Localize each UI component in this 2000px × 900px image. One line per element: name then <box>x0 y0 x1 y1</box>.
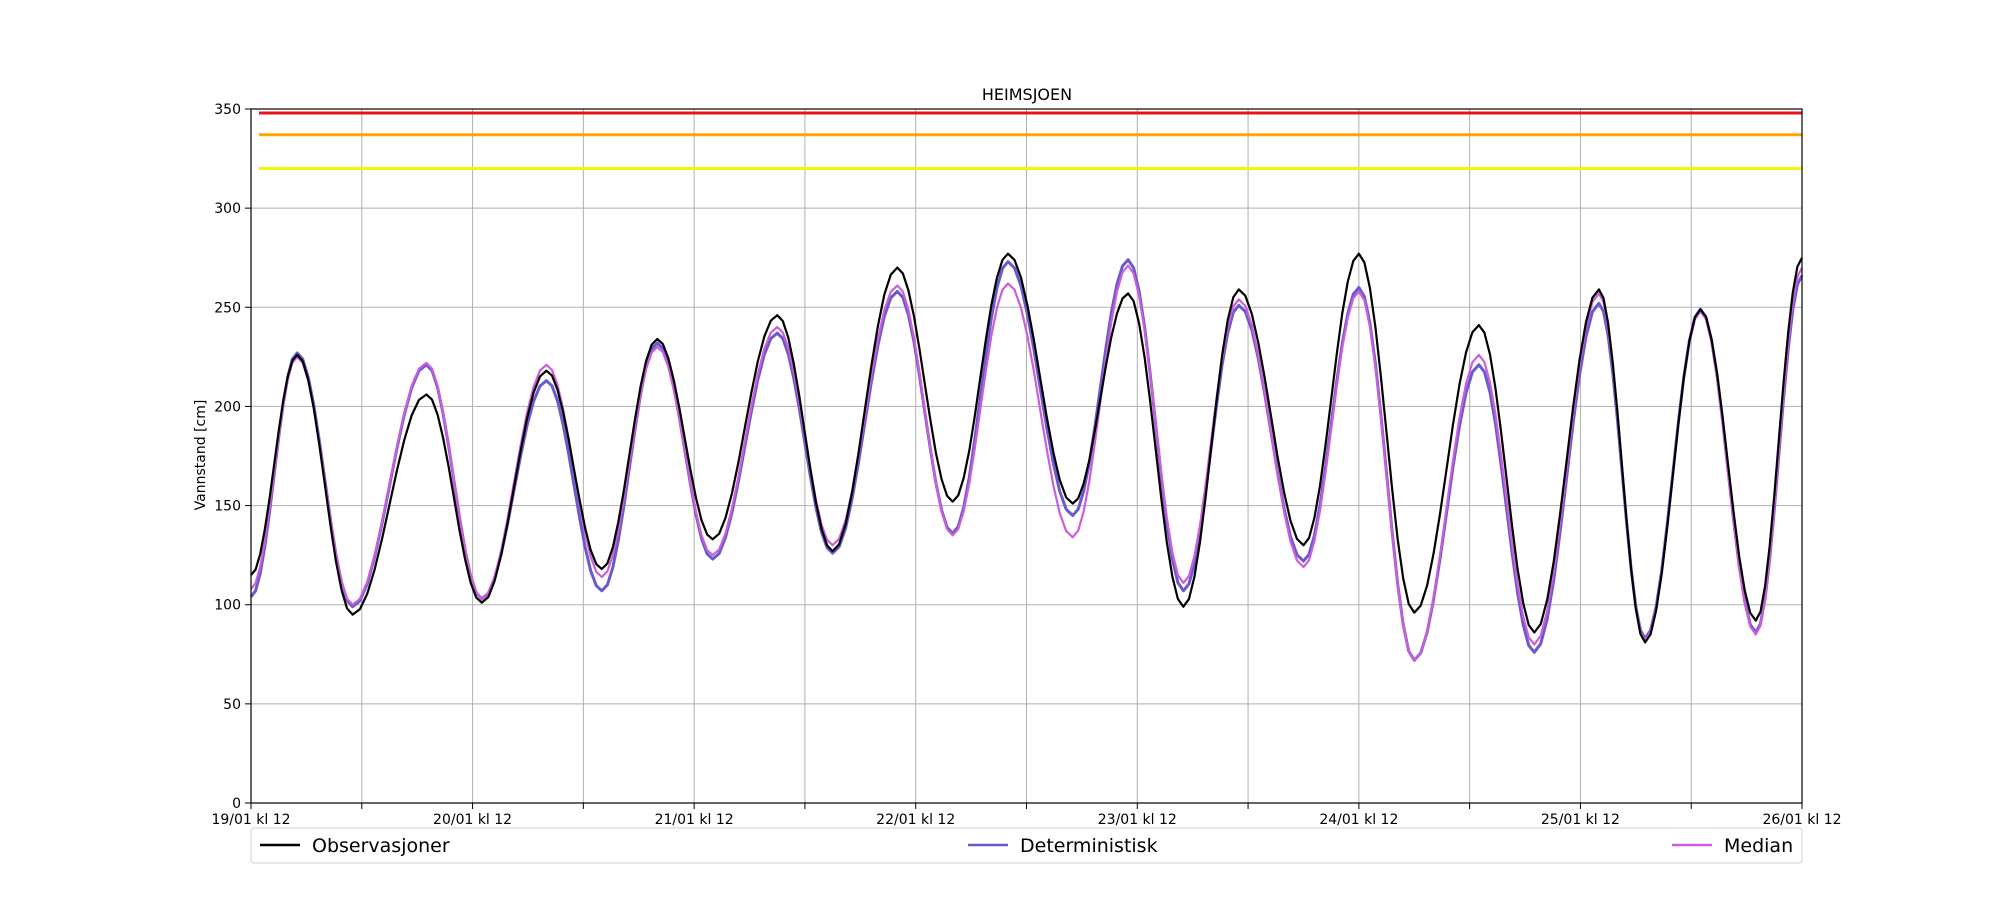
legend-box <box>250 827 1803 864</box>
legend-label: Deterministisk <box>1020 835 1158 857</box>
legend-label: Median <box>1724 835 1793 857</box>
y-tick-label: 300 <box>214 201 241 217</box>
x-tick-label: 24/01 kl 12 <box>1319 812 1398 828</box>
x-tick-label: 23/01 kl 12 <box>1098 812 1177 828</box>
y-tick-label: 200 <box>214 399 241 415</box>
x-tick-label: 21/01 kl 12 <box>655 812 734 828</box>
y-tick-label: 0 <box>232 796 241 812</box>
x-tick-label: 20/01 kl 12 <box>433 812 512 828</box>
y-axis-label: Vannstand [cm] <box>193 400 209 511</box>
x-tick-label: 26/01 kl 12 <box>1762 812 1841 828</box>
y-tick-label: 50 <box>223 697 241 713</box>
legend: Observasjoner Deterministisk Median <box>250 827 1803 864</box>
series-line-observasjoner <box>250 252 1803 644</box>
y-tick-label: 100 <box>214 598 241 614</box>
legend-label: Observasjoner <box>312 835 450 857</box>
y-tick-label: 350 <box>214 102 241 118</box>
threshold-lines <box>259 111 1802 170</box>
y-tick-label: 150 <box>214 499 241 515</box>
x-tick-label: 22/01 kl 12 <box>876 812 955 828</box>
y-tick-label: 250 <box>214 300 241 316</box>
axes: 0 50 100 150 200 250 300 350 19/01 kl 12 20/01 kl… <box>211 102 1841 828</box>
x-tick-label: 25/01 kl 12 <box>1541 812 1620 828</box>
chart-title: HEIMSJOEN <box>982 85 1072 104</box>
series-lines <box>249 252 1804 662</box>
x-tick-label: 19/01 kl 12 <box>211 812 290 828</box>
plot-frame <box>250 108 1803 804</box>
